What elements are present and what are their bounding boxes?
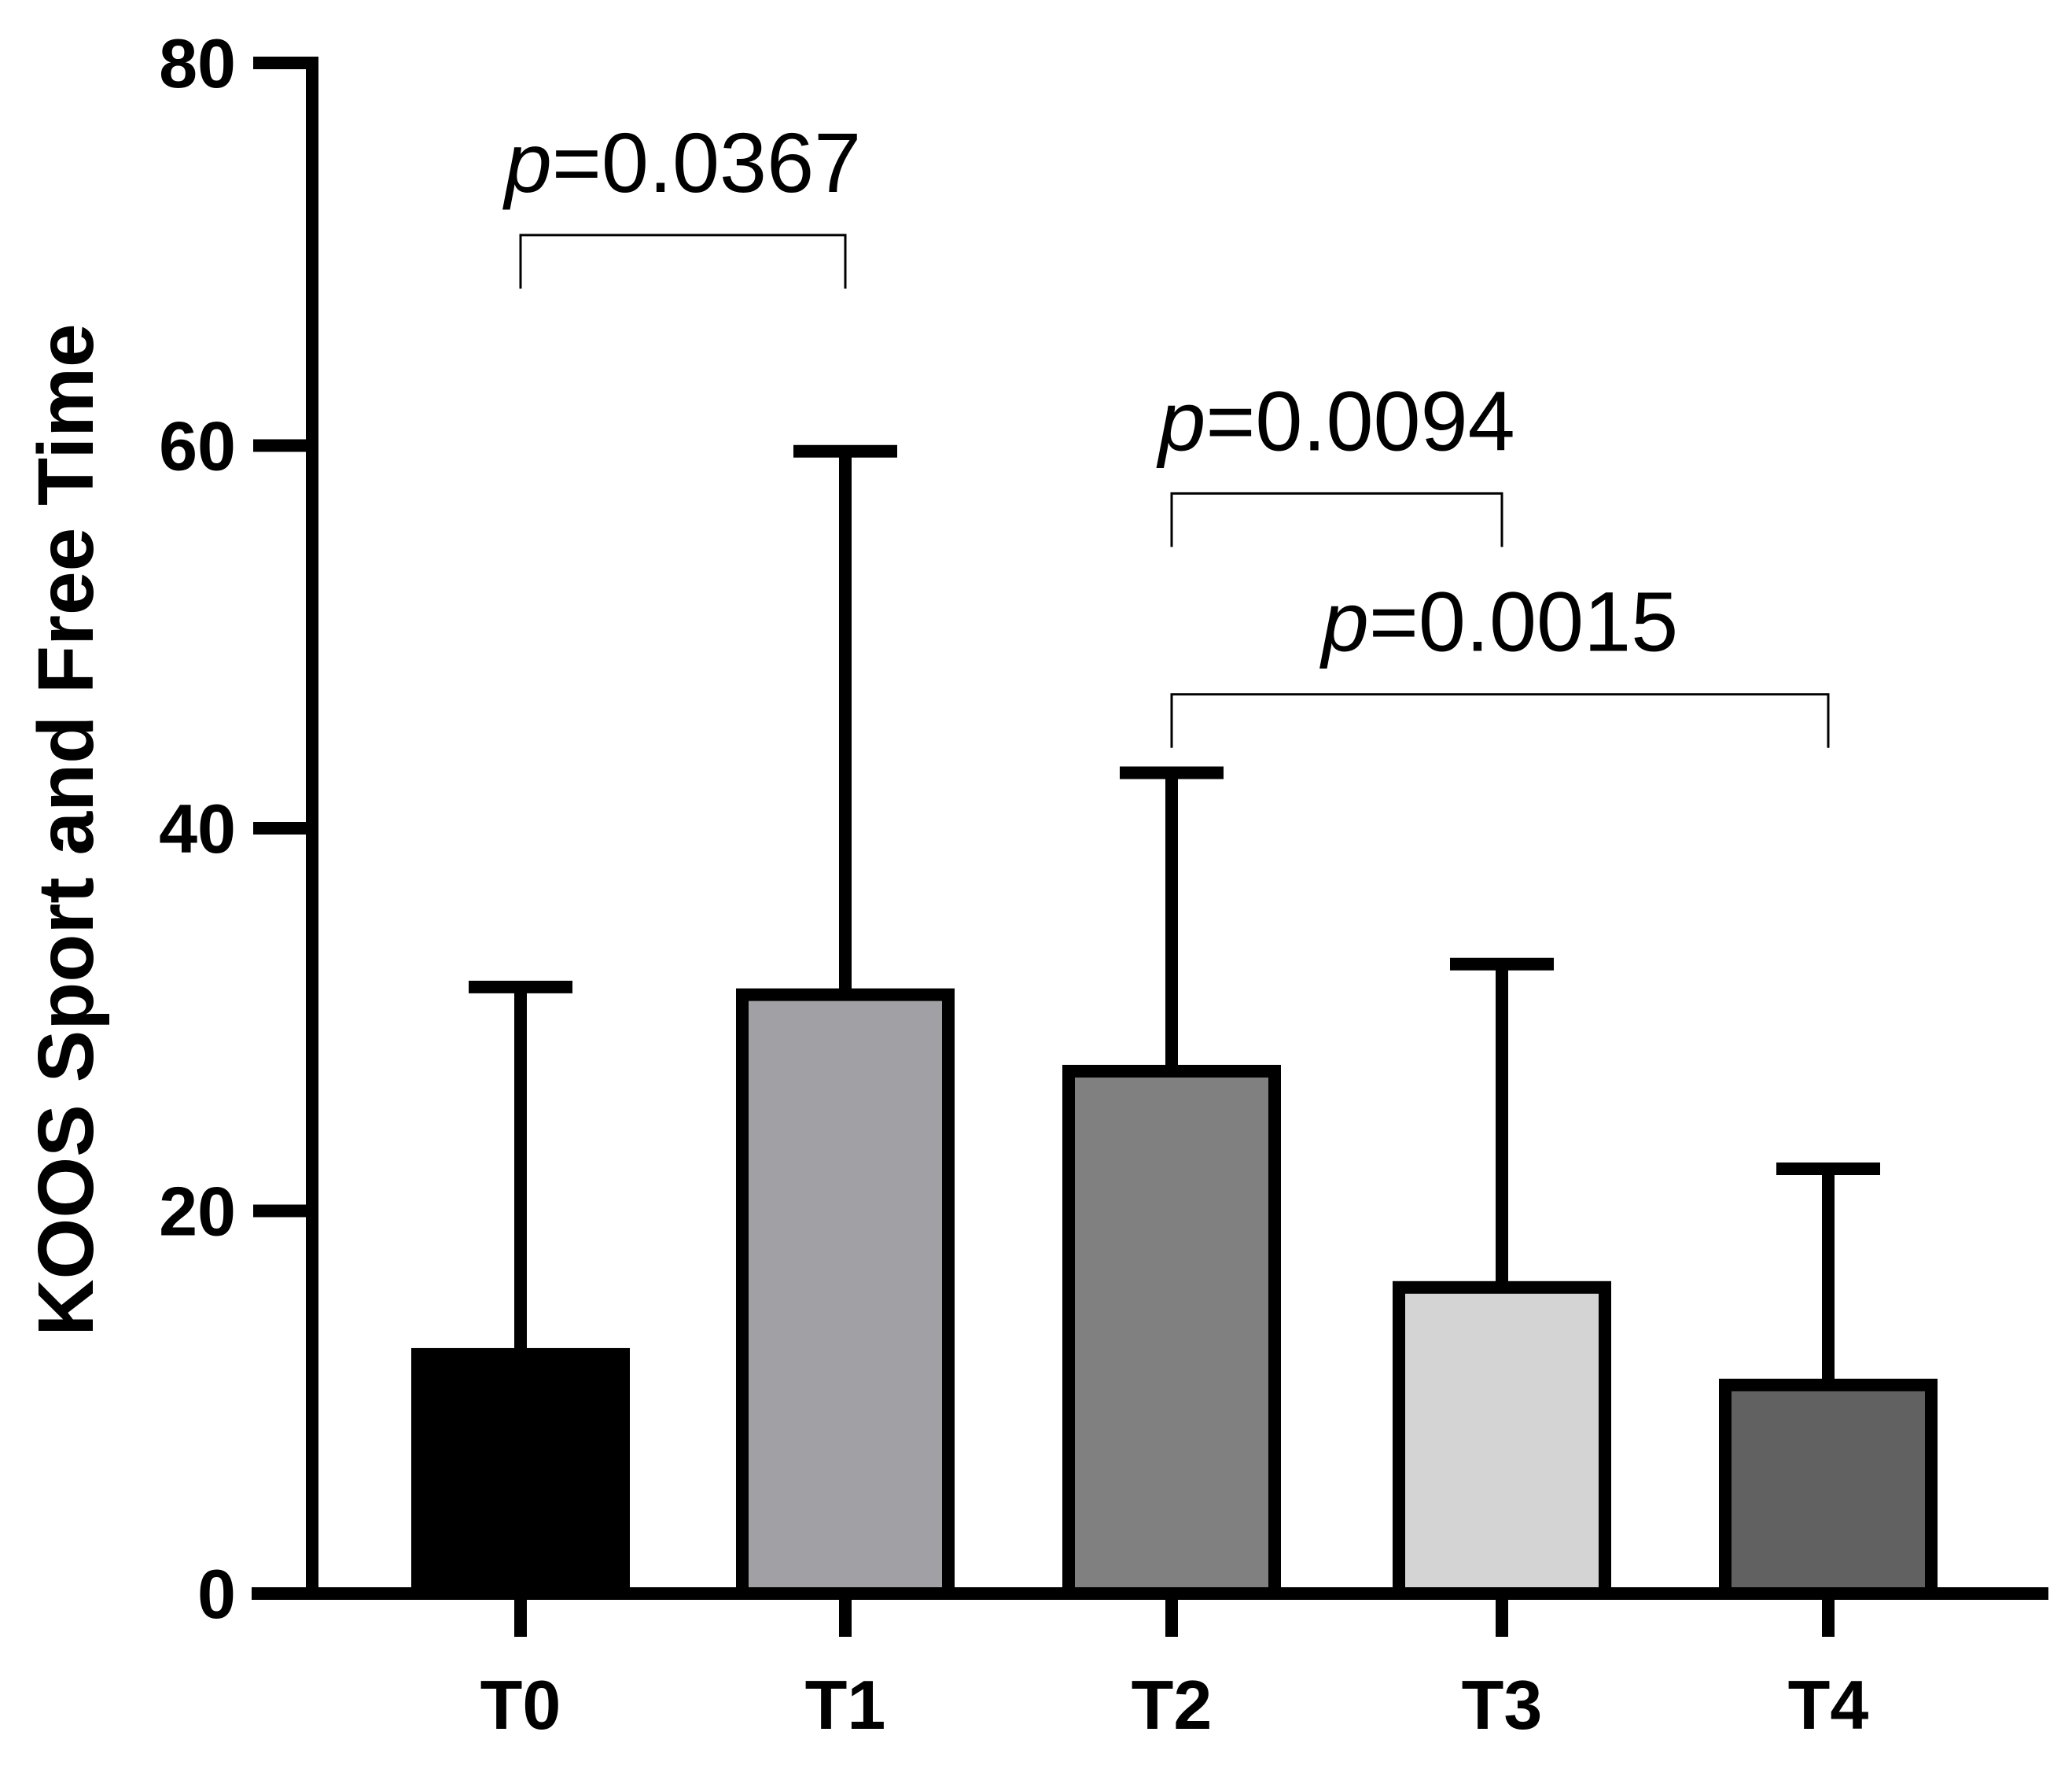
x-tick-label-t3: T3	[1462, 1666, 1543, 1744]
axes-group: T0 T1 T2 T3 T4 0 20 40 60 80	[159, 24, 2048, 1744]
x-tick-label-t1: T1	[805, 1666, 886, 1744]
p-value-label-2: p=0.0094	[1156, 373, 1514, 468]
y-tick-label-40: 40	[159, 790, 236, 868]
y-tick-label-80: 80	[159, 24, 236, 102]
p-value-label-1: p=0.0367	[502, 115, 861, 210]
p-symbol: p	[502, 115, 552, 210]
x-tick-label-t4: T4	[1788, 1666, 1869, 1744]
y-tick-label-20: 20	[159, 1173, 236, 1251]
p-value-text: =0.0015	[1369, 574, 1678, 669]
p-symbol: p	[1319, 574, 1369, 669]
bar-t2	[1062, 1064, 1281, 1600]
bar-t1	[736, 988, 955, 1600]
bar-t0	[411, 1347, 630, 1600]
error-bars-group	[469, 444, 1880, 1385]
x-tick-label-t0: T0	[480, 1666, 561, 1744]
p-value-text: =0.0367	[552, 115, 861, 210]
significance-bracket-2	[1170, 492, 1503, 547]
bar-t3	[1393, 1280, 1611, 1601]
p-symbol: p	[1156, 373, 1205, 468]
p-value-text: =0.0094	[1205, 373, 1514, 468]
significance-bracket-1	[519, 234, 847, 289]
bars-group	[411, 988, 1938, 1601]
p-value-label-3: p=0.0015	[1319, 574, 1678, 669]
x-tick-label-t2: T2	[1132, 1666, 1213, 1744]
y-tick-label-60: 60	[159, 407, 236, 485]
significance-bracket-3	[1170, 693, 1830, 748]
y-axis-label: KOOS Sport and Free Time	[22, 323, 110, 1336]
y-tick-label-0: 0	[197, 1555, 236, 1633]
bar-t4	[1719, 1378, 1938, 1601]
